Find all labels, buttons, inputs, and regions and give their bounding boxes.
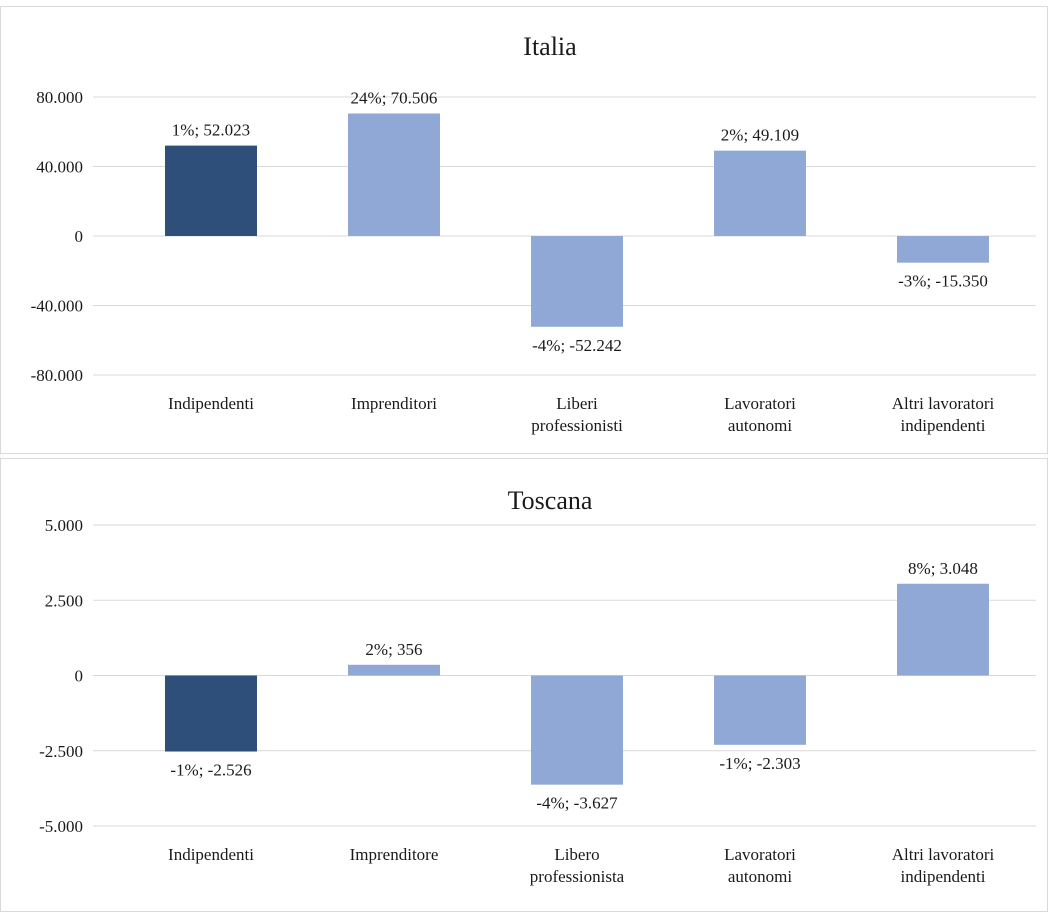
bar	[897, 236, 989, 263]
data-label: -3%; -15.350	[898, 272, 988, 291]
chart-italia: Italia 80.000 40.000 0 -40.000 -80.000 1%; 52…	[0, 6, 1048, 454]
data-label: 2%; 49.109	[721, 126, 799, 145]
y-tick-label: -5.000	[39, 817, 83, 836]
category-label: Indipendenti	[168, 394, 254, 413]
category-label: Indipendenti	[168, 845, 254, 864]
category-label: Liberi professionisti	[531, 394, 623, 435]
data-label: -1%; -2.526	[170, 761, 251, 780]
y-tick-label: 40.000	[36, 158, 83, 177]
y-tick-label: 80.000	[36, 88, 83, 107]
category-label: Lavoratori autonomi	[724, 394, 796, 435]
data-label: 2%; 356	[365, 640, 422, 659]
chart-title: Italia	[523, 32, 577, 61]
bar	[714, 150, 806, 236]
chart-italia-svg: Italia 80.000 40.000 0 -40.000 -80.000 1%; 52…	[31, 32, 1036, 435]
data-label: -4%; -52.242	[532, 336, 622, 355]
y-tick-label: 0	[75, 227, 84, 246]
data-label: 24%; 70.506	[351, 88, 438, 107]
bar	[714, 675, 806, 745]
category-label: Libero professionista	[530, 845, 625, 886]
data-label: 1%; 52.023	[172, 121, 250, 140]
category-label: Imprenditore	[350, 845, 439, 864]
category-label: Imprenditori	[351, 394, 437, 413]
data-label: -4%; -3.627	[536, 794, 618, 813]
bar	[897, 583, 989, 676]
category-label: Lavoratori autonomi	[724, 845, 796, 886]
data-label: -1%; -2.303	[719, 754, 800, 773]
y-tick-label: 5.000	[45, 516, 83, 535]
chart-toscana: Toscana 5.000 2.500 0 -2.500 -5.000 -1%; -2.5…	[0, 458, 1048, 912]
chart-title: Toscana	[508, 486, 593, 515]
bar	[531, 236, 623, 327]
category-label: Altri lavoratori indipendenti	[892, 845, 995, 886]
bar	[348, 664, 440, 676]
y-tick-label: -80.000	[31, 366, 83, 385]
y-tick-label: -2.500	[39, 742, 83, 761]
bar	[165, 675, 257, 752]
category-label: Altri lavoratori indipendenti	[892, 394, 995, 435]
bar	[348, 113, 440, 236]
bar	[165, 145, 257, 236]
y-tick-label: 2.500	[45, 591, 83, 610]
y-tick-label: -40.000	[31, 297, 83, 316]
chart-toscana-svg: Toscana 5.000 2.500 0 -2.500 -5.000 -1%; -2.5…	[39, 486, 1036, 886]
bar	[531, 675, 623, 785]
data-label: 8%; 3.048	[908, 559, 978, 578]
y-tick-label: 0	[75, 667, 84, 686]
